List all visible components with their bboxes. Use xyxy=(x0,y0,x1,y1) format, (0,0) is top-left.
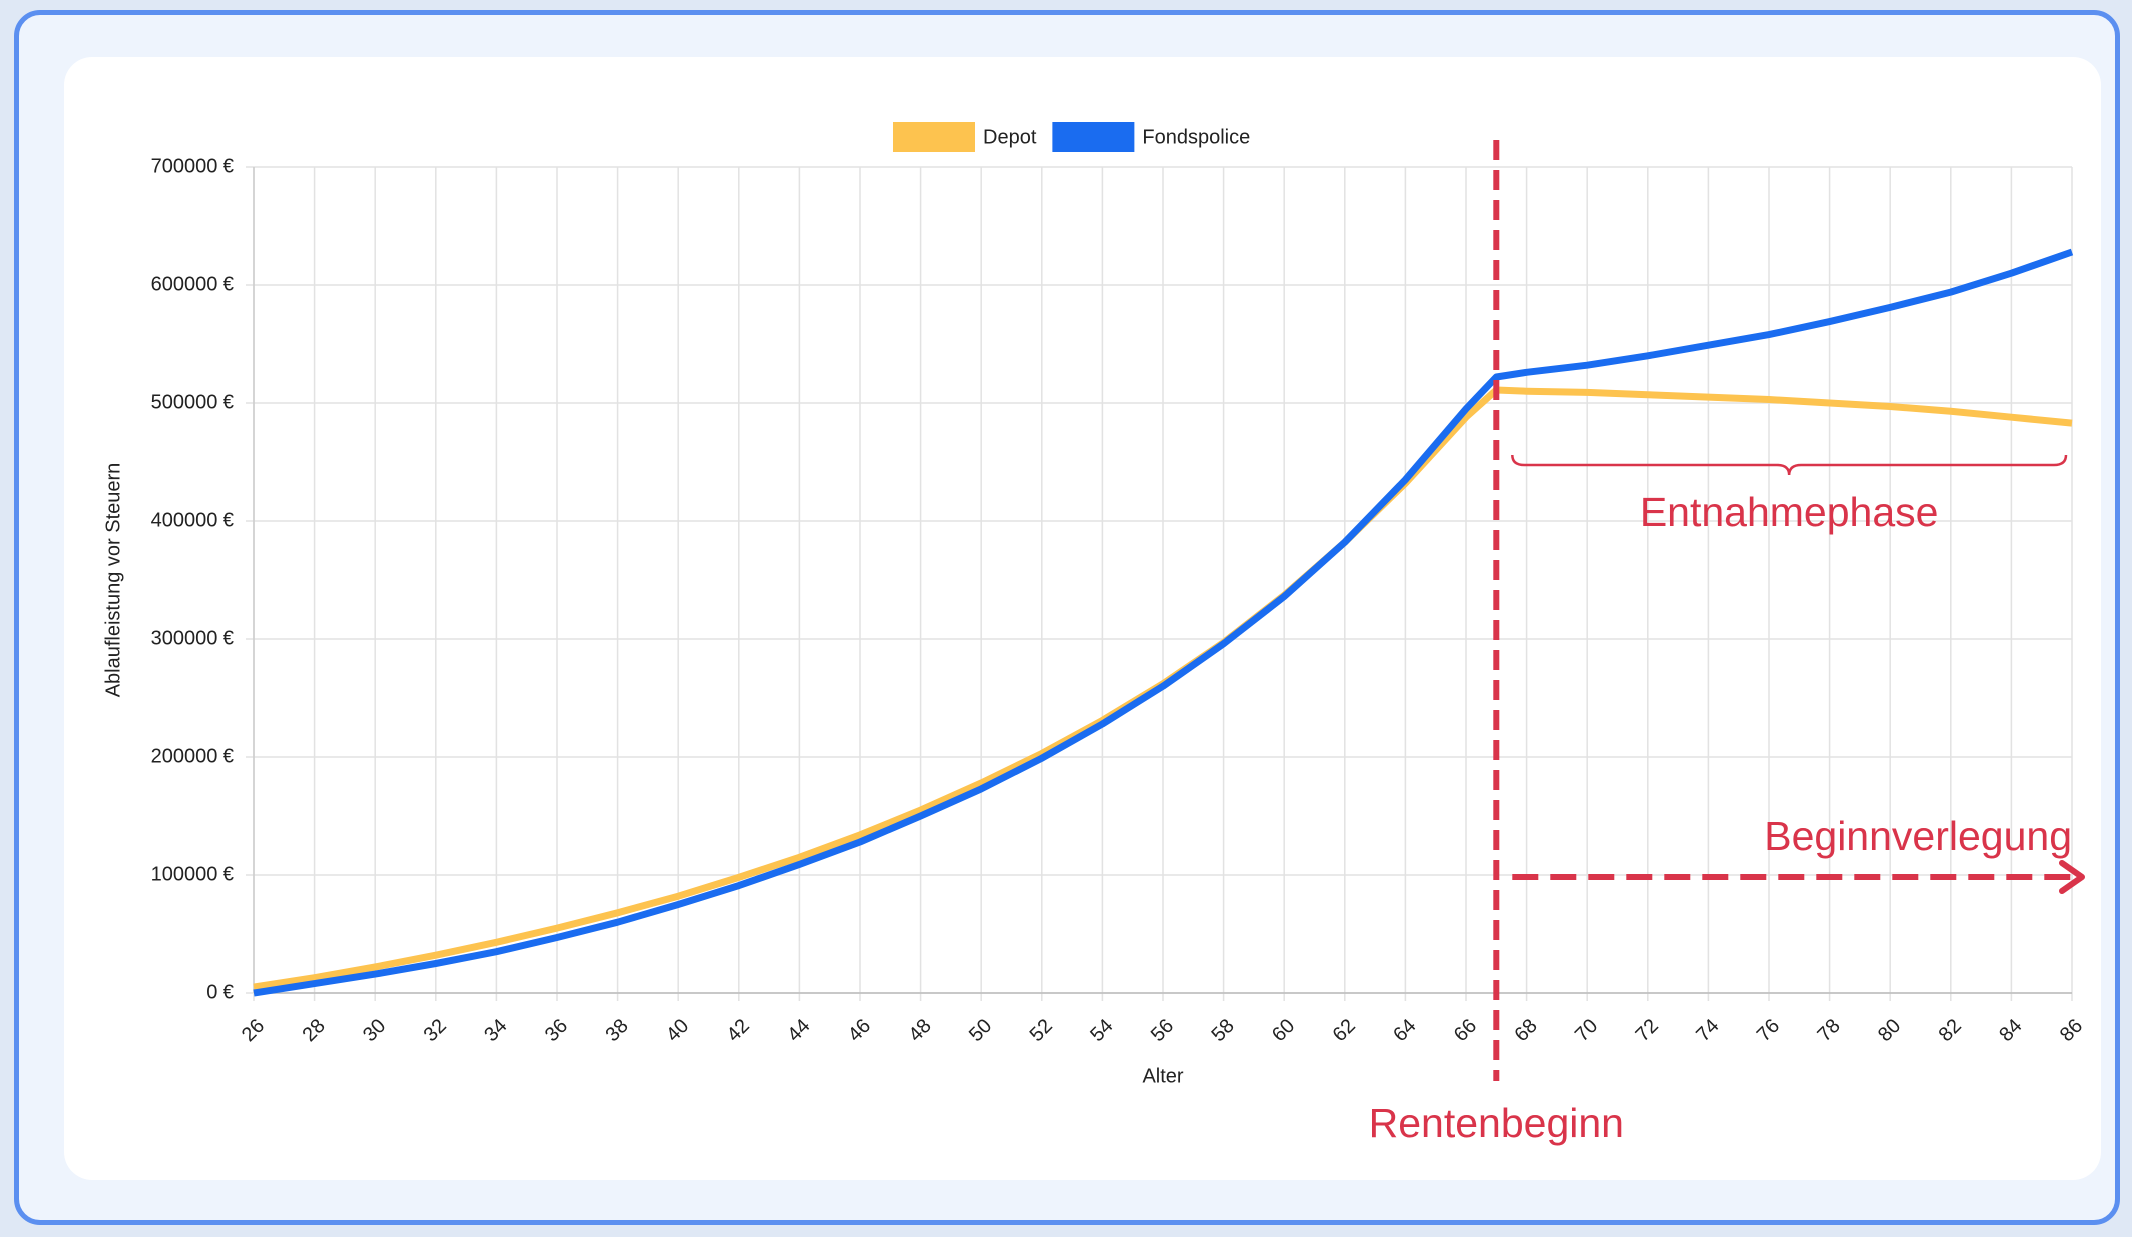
x-tick-label: 52 xyxy=(1026,1015,1057,1046)
x-tick-label: 38 xyxy=(601,1015,632,1046)
x-tick-label: 84 xyxy=(1995,1015,2026,1046)
x-tick-label: 28 xyxy=(298,1015,329,1046)
legend-swatch xyxy=(1052,122,1135,152)
x-tick-label: 68 xyxy=(1510,1015,1541,1046)
x-tick-label: 74 xyxy=(1692,1015,1723,1046)
x-tick-label: 66 xyxy=(1450,1015,1481,1046)
x-tick-label: 56 xyxy=(1147,1015,1178,1046)
x-tick-label: 34 xyxy=(480,1015,511,1046)
annotation: Beginnverlegung xyxy=(1764,813,2072,859)
legend-swatch xyxy=(893,122,975,152)
x-tick-label: 42 xyxy=(723,1015,754,1046)
x-tick-label: 48 xyxy=(904,1015,935,1046)
x-tick-label: 86 xyxy=(2056,1015,2087,1046)
legend-label: Fondspolice xyxy=(1142,126,1250,148)
x-tick-label: 70 xyxy=(1571,1015,1602,1046)
x-tick-label: 60 xyxy=(1268,1015,1299,1046)
y-tick-label: 600000 € xyxy=(151,273,234,295)
y-tick-label: 700000 € xyxy=(151,155,234,177)
x-tick-label: 32 xyxy=(420,1015,451,1046)
x-tick-label: 26 xyxy=(238,1015,269,1046)
x-tick-label: 62 xyxy=(1329,1015,1360,1046)
x-tick-label: 76 xyxy=(1753,1015,1784,1046)
annotation: Entnahmephase xyxy=(1640,489,1939,535)
y-tick-label: 200000 € xyxy=(151,745,234,767)
series-line xyxy=(253,248,2074,997)
legend-label: Depot xyxy=(983,126,1037,148)
annotation: Rentenbeginn xyxy=(1369,1100,1624,1146)
y-tick-label: 300000 € xyxy=(151,627,234,649)
x-tick-label: 36 xyxy=(541,1015,572,1046)
y-tick-label: 500000 € xyxy=(151,391,234,413)
y-tick-label: 400000 € xyxy=(151,509,234,531)
brace xyxy=(1511,454,2068,476)
x-tick-label: 78 xyxy=(1813,1015,1844,1046)
arrow-head xyxy=(2059,860,2085,894)
x-tick-label: 82 xyxy=(1935,1015,1966,1046)
x-tick-label: 64 xyxy=(1389,1015,1420,1046)
x-tick-label: 46 xyxy=(844,1015,875,1046)
x-tick-label: 30 xyxy=(359,1015,390,1046)
y-axis-title: Ablaufleistung vor Steuern xyxy=(102,463,124,698)
y-tick-label: 100000 € xyxy=(151,863,234,885)
x-tick-label: 40 xyxy=(662,1015,693,1046)
x-tick-label: 80 xyxy=(1874,1015,1905,1046)
x-tick-label: 58 xyxy=(1207,1015,1238,1046)
x-tick-label: 72 xyxy=(1632,1015,1663,1046)
x-tick-label: 50 xyxy=(965,1015,996,1046)
x-tick-label: 44 xyxy=(783,1015,814,1046)
y-tick-label: 0 € xyxy=(206,981,234,1003)
x-axis-title: Alter xyxy=(1142,1065,1183,1087)
x-tick-label: 54 xyxy=(1086,1015,1117,1046)
